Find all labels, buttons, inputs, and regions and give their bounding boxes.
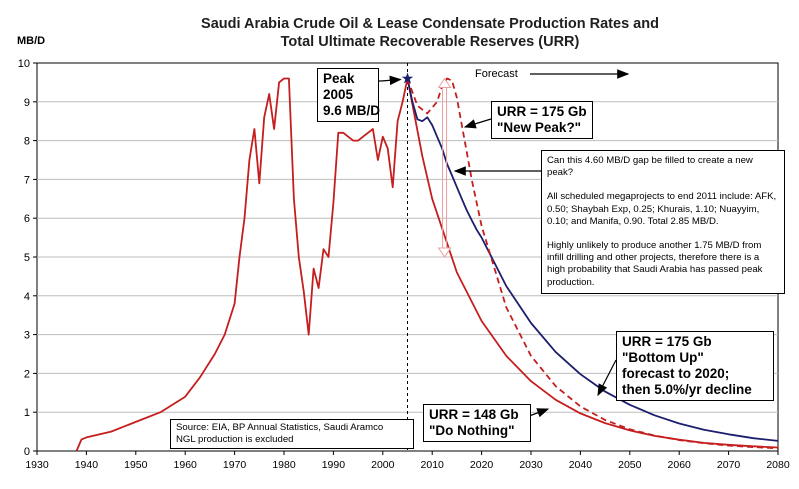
y-tick-label-2: 2 <box>24 368 30 380</box>
urr-bottom-up-pointer <box>597 359 617 397</box>
y-tick-label-0: 0 <box>24 446 30 458</box>
x-tick-label-2030: 2030 <box>519 459 543 471</box>
y-tick-label-5: 5 <box>24 252 30 264</box>
urr-bottom-up-box: URR = 175 Gb "Bottom Up" forecast to 202… <box>616 331 774 401</box>
source-text: Source: EIA, BP Annual Statistics, Saudi… <box>176 422 384 433</box>
x-tick-label-2060: 2060 <box>668 459 692 471</box>
peak-label: Peak <box>323 71 355 86</box>
y-tick-label-3: 3 <box>24 330 30 342</box>
y-axis-label: MB/D <box>17 35 45 47</box>
peak-rate: 9.6 MB/D <box>323 103 381 118</box>
x-tick-label-2020: 2020 <box>470 459 494 471</box>
y-tick-label-10: 10 <box>18 58 30 70</box>
urr-do-nothing-box: URR = 148 Gb "Do Nothing" <box>423 404 531 442</box>
gap-explanation-box: Can this 4.60 MB/D gap be filled to crea… <box>541 150 785 294</box>
x-tick-label-1960: 1960 <box>174 459 198 471</box>
x-tick-label-1970: 1970 <box>223 459 247 471</box>
gap-question-text: Can this 4.60 MB/D gap be filled to crea… <box>547 155 753 179</box>
urr-bottom-up-forecast: forecast to 2020; <box>622 366 730 381</box>
y-tick-label-1: 1 <box>24 407 30 419</box>
chart-title: Saudi Arabia Crude Oil & Lease Condensat… <box>201 16 659 32</box>
y-tick-label-4: 4 <box>24 291 30 303</box>
urr-do-nothing-label: "Do Nothing" <box>429 423 515 438</box>
x-tick-label-2050: 2050 <box>618 459 642 471</box>
x-tick-label-2070: 2070 <box>717 459 741 471</box>
x-tick-label-2000: 2000 <box>371 459 395 471</box>
gap-arrow-head-bottom <box>437 247 452 258</box>
chart-subtitle: Total Ultimate Recoverable Reserves (URR… <box>280 34 580 50</box>
forecast-label: Forecast <box>475 68 518 80</box>
y-tick-label-6: 6 <box>24 213 30 225</box>
unlikely-text: Highly unlikely to produce another 1.75 … <box>547 240 763 288</box>
peak-year: 2005 <box>323 87 354 102</box>
y-tick-label-7: 7 <box>24 174 30 186</box>
peak-annotation: Peak 2005 9.6 MB/D <box>317 68 381 122</box>
x-tick-label-2080: 2080 <box>766 459 790 471</box>
x-tick-label-1990: 1990 <box>322 459 346 471</box>
urr-new-peak-box: URR = 175 Gb "New Peak?" <box>491 101 593 139</box>
urr-do-nothing-value: URR = 148 Gb <box>429 407 519 422</box>
urr-new-peak-value: URR = 175 Gb <box>497 104 587 119</box>
megaprojects-text: All scheduled megaprojects to end 2011 i… <box>547 191 777 227</box>
gap-arrow-head-top <box>437 77 452 89</box>
x-tick-label-1940: 1940 <box>75 459 99 471</box>
x-tick-label-1930: 1930 <box>25 459 49 471</box>
x-tick-label-1950: 1950 <box>124 459 148 471</box>
urr-new-peak-label: "New Peak?" <box>497 120 582 135</box>
source-box: Source: EIA, BP Annual Statistics, Saudi… <box>170 419 414 450</box>
urr-bottom-up-label: "Bottom Up" <box>622 350 704 365</box>
x-tick-label-2010: 2010 <box>421 459 445 471</box>
urr-bottom-up-decline: then 5.0%/yr decline <box>622 382 752 397</box>
series-line-urr175_bottom_up <box>406 78 779 442</box>
urr-new-peak-pointer <box>463 118 492 129</box>
urr-bottom-up-value: URR = 175 Gb <box>622 334 712 349</box>
peak-marker <box>401 72 414 84</box>
ngl-note-text: NGL production is excluded <box>176 434 294 446</box>
series-line-urr175_new_peak <box>406 77 779 450</box>
series-line-historical <box>75 77 409 452</box>
x-tick-label-1980: 1980 <box>272 459 296 471</box>
y-tick-label-9: 9 <box>24 97 30 109</box>
x-tick-label-2040: 2040 <box>569 459 593 471</box>
y-tick-label-8: 8 <box>24 136 30 148</box>
